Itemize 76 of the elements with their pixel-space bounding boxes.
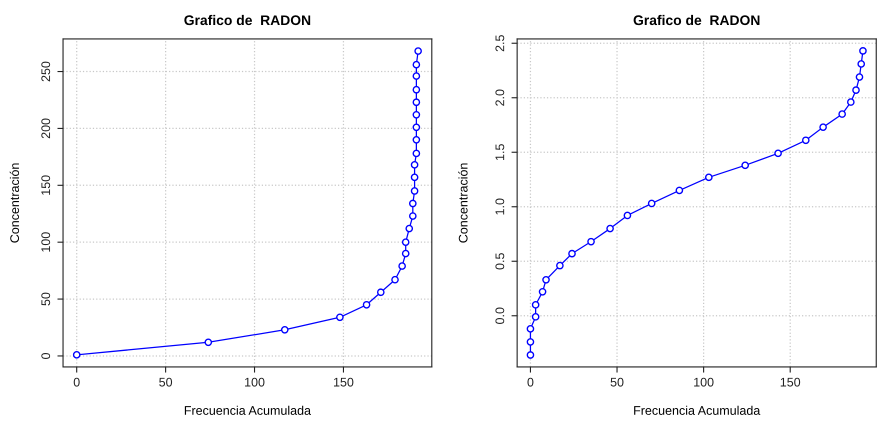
y-tick-label: 0	[41, 352, 50, 359]
point	[802, 136, 810, 144]
point	[362, 300, 370, 309]
y-tick-label: 2.0	[495, 90, 504, 106]
point	[526, 338, 534, 346]
point	[526, 351, 534, 359]
point	[556, 262, 564, 270]
point	[819, 123, 827, 131]
x-axis-title: Frecuencia Acumulada	[184, 406, 311, 415]
point	[412, 72, 420, 80]
point	[391, 276, 399, 284]
y-tick-label: 2.5	[495, 35, 504, 52]
point	[857, 60, 866, 68]
chart-title: Grafico de RADON	[184, 14, 310, 26]
point	[847, 98, 855, 106]
point	[856, 73, 864, 81]
point	[412, 98, 420, 106]
x-tick-label: 100	[694, 378, 714, 387]
point	[412, 86, 420, 94]
y-tick-label: 250	[41, 62, 50, 82]
point	[526, 325, 534, 333]
point	[676, 186, 684, 194]
point	[412, 136, 420, 144]
point	[542, 276, 550, 284]
point	[72, 350, 81, 359]
x-tick-label: 150	[780, 378, 800, 387]
point	[398, 262, 406, 270]
x-tick-label: 100	[245, 378, 264, 387]
y-axis-title: Concentración	[458, 163, 468, 243]
x-tick-label: 0	[74, 378, 80, 387]
x-tick-label: 50	[610, 378, 624, 387]
point	[402, 238, 410, 246]
point	[408, 212, 417, 220]
y-tick-label: 50	[41, 292, 50, 306]
point	[587, 238, 595, 246]
y-tick-label: 100	[41, 232, 50, 252]
y-tick-label: 1.0	[495, 198, 504, 214]
y-tick-label: 200	[41, 118, 50, 138]
point	[532, 313, 540, 321]
y-tick-label: 0.5	[495, 253, 504, 270]
point	[568, 250, 576, 258]
y-tick-label: 0.0	[495, 308, 504, 324]
point	[402, 250, 410, 258]
point	[414, 47, 422, 55]
point	[538, 288, 546, 296]
point	[410, 174, 418, 182]
point	[412, 60, 420, 69]
x-tick-label: 50	[159, 378, 172, 387]
point	[405, 224, 414, 232]
point	[838, 110, 846, 118]
point	[412, 150, 420, 158]
point	[204, 338, 212, 346]
x-axis-title: Frecuencia Acumulada	[634, 406, 760, 415]
x-tick-label: 0	[527, 378, 534, 387]
point	[648, 200, 656, 208]
y-axis-title: Concentración	[10, 163, 20, 243]
y-tick-label: 1.5	[496, 144, 504, 160]
point	[606, 224, 614, 232]
point	[532, 301, 540, 309]
point	[336, 313, 344, 322]
point	[774, 150, 782, 158]
point	[852, 86, 860, 94]
point	[376, 288, 385, 296]
point	[280, 326, 289, 334]
point	[410, 187, 418, 195]
y-tick-label: 150	[41, 175, 50, 195]
point	[412, 110, 420, 119]
point	[410, 161, 418, 169]
point	[859, 47, 867, 55]
point	[412, 123, 420, 132]
point	[624, 212, 632, 220]
point	[408, 200, 417, 208]
chart-title: Grafico de RADON	[634, 14, 760, 26]
x-tick-label: 150	[334, 378, 354, 387]
point	[741, 162, 750, 170]
point	[704, 174, 713, 182]
